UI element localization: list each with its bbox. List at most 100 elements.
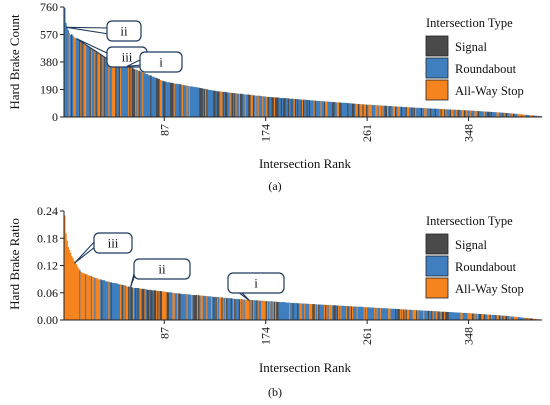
bar bbox=[193, 295, 195, 320]
bar bbox=[306, 303, 309, 320]
bar bbox=[189, 86, 192, 117]
bar bbox=[346, 306, 348, 320]
bar bbox=[473, 110, 475, 117]
bar bbox=[365, 104, 368, 117]
bar bbox=[173, 83, 176, 117]
bar bbox=[322, 101, 325, 117]
bar bbox=[484, 314, 487, 320]
bar bbox=[355, 103, 357, 117]
bar bbox=[379, 105, 382, 117]
bar bbox=[205, 295, 207, 320]
bar bbox=[241, 93, 243, 117]
bar bbox=[287, 302, 290, 320]
bar bbox=[328, 101, 331, 117]
bar bbox=[297, 303, 299, 320]
bar bbox=[518, 317, 521, 320]
bar bbox=[132, 68, 135, 117]
bar bbox=[207, 89, 209, 117]
bar bbox=[111, 282, 114, 320]
bar bbox=[87, 275, 89, 320]
bar bbox=[224, 91, 227, 117]
bar bbox=[261, 96, 263, 117]
bar bbox=[467, 313, 469, 320]
bar bbox=[536, 115, 538, 117]
bar bbox=[242, 299, 244, 320]
bar bbox=[172, 83, 174, 117]
bar bbox=[385, 105, 388, 117]
bar bbox=[128, 286, 130, 320]
bar bbox=[454, 312, 457, 320]
bar bbox=[147, 75, 150, 117]
bar bbox=[257, 300, 260, 320]
bar bbox=[493, 315, 495, 320]
callout-label: iii bbox=[122, 50, 133, 65]
bar bbox=[511, 316, 514, 320]
callout-label: ii bbox=[158, 262, 166, 277]
bar bbox=[199, 87, 201, 117]
y-tick-label: 0 bbox=[52, 110, 58, 124]
bar bbox=[195, 87, 198, 117]
bar bbox=[355, 306, 357, 320]
bar bbox=[382, 105, 384, 117]
bar bbox=[265, 301, 268, 320]
bar bbox=[511, 113, 514, 117]
bar bbox=[296, 99, 298, 117]
bar bbox=[94, 48, 96, 117]
bar bbox=[258, 300, 261, 320]
bar bbox=[452, 109, 454, 117]
bar bbox=[378, 105, 381, 117]
bar bbox=[157, 291, 159, 320]
legend-title: Intersection Type bbox=[426, 214, 513, 228]
bar bbox=[370, 104, 373, 117]
bar bbox=[200, 88, 202, 117]
bar bbox=[255, 95, 257, 117]
bar bbox=[278, 97, 281, 117]
bar bbox=[323, 304, 326, 320]
bar bbox=[320, 101, 323, 117]
x-tick-label: 348 bbox=[462, 124, 476, 142]
bar bbox=[187, 86, 190, 117]
bar bbox=[521, 317, 523, 320]
bar bbox=[228, 92, 230, 117]
bar bbox=[296, 303, 298, 320]
panel-b-xlabel: Intersection Rank bbox=[259, 360, 352, 375]
bar bbox=[175, 293, 178, 320]
bar bbox=[339, 305, 341, 320]
bar bbox=[275, 97, 277, 117]
bar bbox=[149, 75, 151, 117]
bar bbox=[395, 106, 397, 117]
bar bbox=[123, 285, 125, 320]
bar bbox=[185, 294, 187, 320]
bar bbox=[442, 311, 445, 320]
bar bbox=[301, 303, 304, 320]
bar bbox=[252, 300, 255, 320]
bar bbox=[261, 300, 263, 320]
bar bbox=[402, 106, 404, 117]
bar bbox=[360, 306, 362, 320]
bar bbox=[347, 103, 349, 117]
y-tick-label: 0.06 bbox=[37, 286, 58, 300]
bar bbox=[391, 106, 394, 117]
bar bbox=[361, 104, 363, 117]
bar bbox=[440, 109, 443, 117]
bar bbox=[235, 299, 237, 320]
bar bbox=[327, 101, 329, 117]
bar bbox=[473, 313, 475, 320]
callout-label: iii bbox=[108, 236, 119, 251]
bar bbox=[159, 291, 162, 320]
bar bbox=[357, 104, 360, 117]
bar bbox=[363, 104, 366, 117]
bar bbox=[271, 97, 274, 117]
bar bbox=[228, 298, 230, 320]
bar bbox=[491, 112, 494, 117]
bar bbox=[312, 100, 314, 117]
bar bbox=[463, 312, 466, 320]
bar bbox=[447, 109, 450, 117]
bar bbox=[522, 317, 524, 320]
bar bbox=[304, 303, 306, 320]
bar bbox=[378, 307, 381, 320]
bar bbox=[88, 45, 90, 117]
bar bbox=[533, 318, 536, 320]
bar bbox=[90, 276, 93, 320]
bar bbox=[416, 310, 418, 320]
